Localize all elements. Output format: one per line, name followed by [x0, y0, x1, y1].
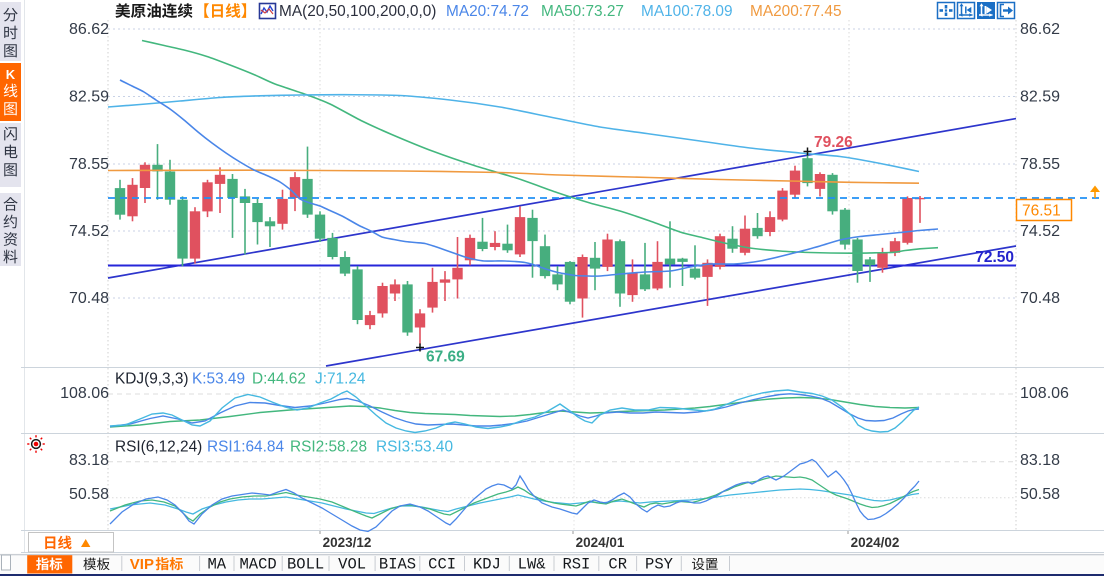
svg-text:MA100:78.09: MA100:78.09 — [641, 3, 733, 20]
svg-text:MA(20,50,100,200,0,0): MA(20,50,100,200,0,0) — [279, 3, 436, 20]
svg-text:108.06: 108.06 — [60, 385, 109, 402]
svg-text:86.62: 86.62 — [1020, 21, 1060, 38]
svg-text:76.51: 76.51 — [1022, 203, 1061, 220]
svg-text:82.59: 82.59 — [69, 89, 109, 106]
svg-text:83.18: 83.18 — [1020, 452, 1060, 469]
svg-text:72.50: 72.50 — [975, 249, 1014, 266]
svg-text:RSI3:53.40: RSI3:53.40 — [376, 439, 453, 456]
svg-text:VOL: VOL — [338, 556, 366, 574]
svg-text:KDJ(9,3,3): KDJ(9,3,3) — [115, 371, 189, 388]
svg-text:CR: CR — [608, 556, 627, 574]
svg-text:PSY: PSY — [645, 556, 674, 574]
svg-text:MA: MA — [207, 556, 226, 574]
svg-text:RSI: RSI — [562, 556, 590, 574]
svg-text:70.48: 70.48 — [69, 290, 109, 307]
svg-text:74.52: 74.52 — [1020, 223, 1060, 240]
svg-text:MACD: MACD — [239, 556, 276, 574]
svg-text:74.52: 74.52 — [69, 223, 109, 240]
svg-text:86.62: 86.62 — [69, 21, 109, 38]
svg-text:KDJ: KDJ — [473, 556, 501, 574]
svg-text:108.06: 108.06 — [1020, 385, 1069, 402]
svg-text:J:71.24: J:71.24 — [315, 371, 366, 388]
svg-text:MA200:77.45: MA200:77.45 — [750, 3, 842, 20]
svg-text:82.59: 82.59 — [1020, 89, 1060, 106]
svg-text:50.58: 50.58 — [69, 486, 109, 503]
svg-text:K:53.49: K:53.49 — [192, 371, 245, 388]
svg-text:79.26: 79.26 — [814, 134, 853, 151]
svg-text:RSI2:58.28: RSI2:58.28 — [290, 439, 367, 456]
svg-text:BOLL: BOLL — [287, 556, 324, 574]
svg-text:BIAS: BIAS — [379, 556, 416, 574]
svg-text:70.48: 70.48 — [1020, 290, 1060, 307]
svg-text:D:44.62: D:44.62 — [252, 371, 306, 388]
svg-text:50.58: 50.58 — [1020, 486, 1060, 503]
svg-text:2024/01: 2024/01 — [576, 535, 625, 550]
svg-text:78.55: 78.55 — [69, 156, 109, 173]
svg-text:CCI: CCI — [428, 556, 456, 574]
svg-text:MA20:74.72: MA20:74.72 — [446, 3, 529, 20]
svg-text:VIP: VIP — [130, 556, 154, 573]
svg-text:83.18: 83.18 — [69, 452, 109, 469]
svg-text:2023/12: 2023/12 — [323, 535, 372, 550]
svg-text:78.55: 78.55 — [1020, 156, 1060, 173]
svg-text:RSI(6,12,24): RSI(6,12,24) — [115, 439, 202, 456]
svg-text:2024/02: 2024/02 — [851, 535, 900, 550]
svg-text:MA50:73.27: MA50:73.27 — [541, 3, 624, 20]
svg-text:67.69: 67.69 — [426, 349, 465, 366]
svg-text:K: K — [6, 67, 16, 82]
svg-text:RSI1:64.84: RSI1:64.84 — [207, 439, 284, 456]
svg-text:LW&: LW& — [518, 556, 546, 574]
